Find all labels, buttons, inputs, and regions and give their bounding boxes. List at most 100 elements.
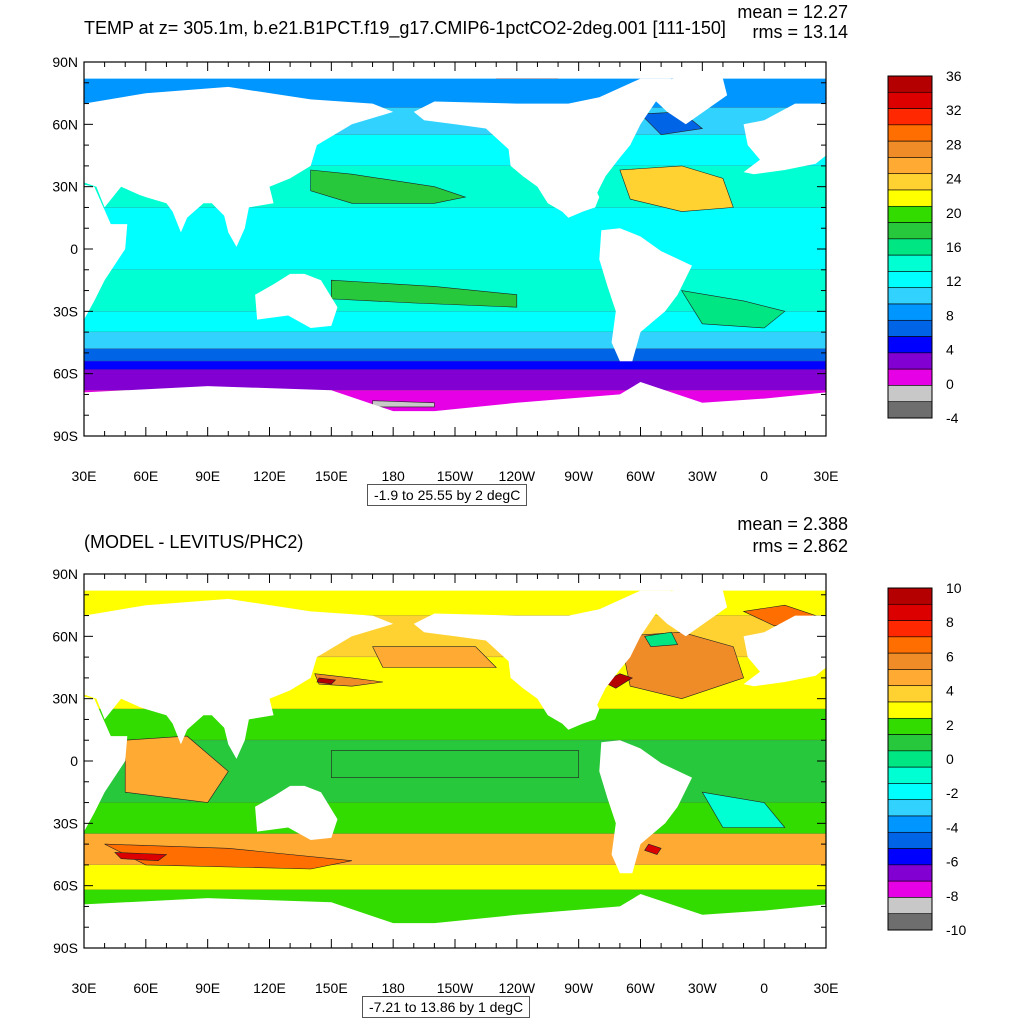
field-band [84,864,826,890]
field-band [84,348,826,362]
lat-label: 90N [52,54,78,70]
colorbar: 10 8 6 4 2 0 -2 -4 -6 -8 -10 [887,580,966,938]
colorbar-swatch [887,124,933,142]
colorbar-label: 16 [946,239,962,255]
lon-label: 0 [760,980,768,996]
colorbar-swatch [887,799,933,817]
lon-label: 120E [253,468,286,484]
lat-label: 30S [53,815,78,831]
colorbar-swatch [887,91,933,109]
colorbar-label: 8 [946,307,954,323]
colorbar-swatch [887,303,933,321]
colorbar-label: 8 [946,614,954,630]
colorbar-swatch [887,636,933,654]
land-antarctica [84,894,826,948]
lon-label: 180 [381,980,405,996]
colorbar-swatch [887,669,933,687]
lat-label: 30N [52,691,78,707]
lon-label: 30W [688,468,718,484]
lat-label: 60S [53,878,78,894]
colorbar-label: 12 [946,273,962,289]
land-samerica [599,740,692,874]
lon-label: 30E [72,468,97,484]
lat-label: 60N [52,116,78,132]
land-australia [255,785,338,840]
colorbar-label: 4 [946,683,954,699]
lon-label: 0 [760,468,768,484]
land-samerica [599,228,692,362]
difference-map: 90N 60N 30N 0 30S 60S 90S 30E 60E 90E 120E 150E 180 1… [52,566,966,996]
lon-label: 90W [564,468,594,484]
lon-label: 30E [814,468,839,484]
land-africa [84,696,128,832]
lon-label: 150E [315,468,348,484]
field-kuroshio-core [316,677,337,685]
lon-label: 30E [814,980,839,996]
colorbar-label: 32 [946,102,962,118]
colorbar-swatch [887,189,933,207]
field-s-atlantic-cool [701,791,786,828]
colorbar-swatch [887,831,933,849]
field-n-pacific-gyre [310,169,467,204]
field-indian-warm [124,735,229,803]
colorbar-label: 20 [946,205,962,221]
colorbar-swatch [887,734,933,752]
colorbar-label: 10 [946,580,962,596]
map-title: (MODEL - LEVITUS/PHC2) [84,532,304,552]
field-n-pacific-warm [372,646,497,668]
land-greenland [640,76,728,125]
colorbar-swatch [887,352,933,370]
colorbar-swatch [887,108,933,126]
colorbar-swatch [887,205,933,223]
colorbar-swatch [887,603,933,621]
colorbar-swatch [887,783,933,801]
lat-label: 0 [70,753,78,769]
land-africa [84,184,128,320]
colorbar-label: -2 [946,785,959,801]
colorbar-label: -8 [946,888,959,904]
colorbar-label: -10 [946,922,966,938]
lon-label: 120E [253,980,286,996]
colorbar-label: 36 [946,68,962,84]
colorbar-swatch [887,157,933,175]
colorbar-swatch [887,336,933,354]
lon-label: 90E [195,980,220,996]
land-eurasia [84,86,394,247]
colorbar-label: 24 [946,171,962,187]
colorbar: 36 32 28 24 20 16 12 8 4 0 -4 [887,68,962,426]
land-europe [743,103,826,175]
colorbar-swatch [887,385,933,403]
lon-label: 120W [499,468,536,484]
colorbar-swatch [887,913,933,931]
colorbar-swatch [887,717,933,735]
land-australia [255,273,338,328]
lon-label: 60W [626,468,656,484]
field-band [84,207,826,270]
colorbar-frame [887,587,933,931]
lat-label: 60N [52,628,78,644]
field-band [84,802,826,834]
colorbar-swatch [887,701,933,719]
land-namerica [413,78,672,218]
colorbar-swatch [887,75,933,93]
field-s-atlantic [681,290,786,329]
colorbar-swatch [887,815,933,833]
land-europe [743,615,826,687]
colorbar-label: 4 [946,342,954,358]
colorbar-swatch [887,271,933,289]
colorbar-swatch [887,864,933,882]
lon-label: 30W [688,980,718,996]
field-equatorial-pacific [330,750,580,778]
lat-label: 90S [53,428,78,444]
colorbar-swatch [887,222,933,240]
field-nordic-warm [742,604,817,627]
field-brazil-hot [644,843,662,855]
lon-label: 150E [315,980,348,996]
field-labrador-cold [644,631,679,648]
colorbar-label: 0 [946,376,954,392]
lat-label: 90N [52,566,78,582]
lat-label: 30S [53,303,78,319]
colorbar-label: 28 [946,136,962,152]
colorbar-swatch [887,766,933,784]
bottom-panel: 90N 60N 30N 0 30S 60S 90S 30E 60E 90E 120E 150E 180 1… [0,512,1024,1024]
